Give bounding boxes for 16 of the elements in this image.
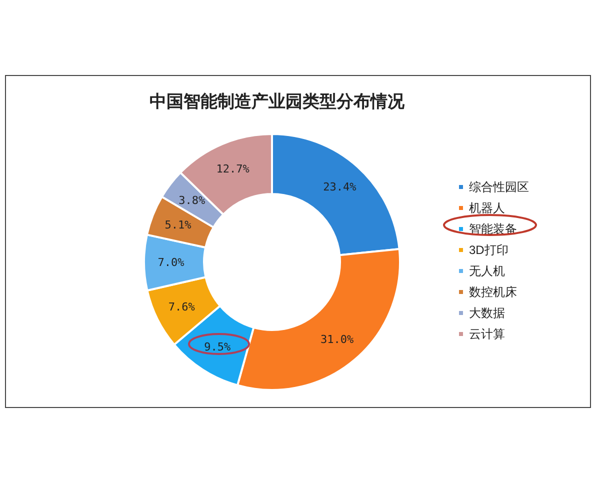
legend-label: 3D打印: [469, 243, 508, 257]
data-label: 12.7%: [216, 162, 250, 176]
legend-label: 无人机: [469, 264, 505, 278]
legend-label: 机器人: [469, 201, 505, 215]
data-label: 7.0%: [158, 256, 185, 269]
data-label: 9.5%: [204, 340, 232, 354]
data-label: 5.1%: [164, 218, 192, 232]
chart-title: 中国智能制造产业园类型分布情况: [150, 92, 406, 111]
data-label: 23.4%: [323, 180, 357, 194]
legend-label: 云计算: [469, 327, 505, 341]
data-label: 7.6%: [168, 300, 196, 314]
legend-label: 综合性园区: [469, 180, 529, 194]
data-label: 3.8%: [178, 194, 206, 208]
legend-label: 大数据: [469, 306, 505, 320]
data-label: 31.0%: [320, 332, 354, 346]
legend-label: 数控机床: [469, 285, 517, 299]
